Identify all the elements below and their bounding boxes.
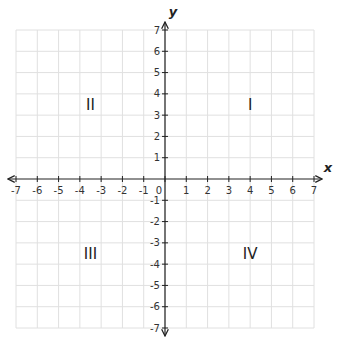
grid-line-y: [16, 242, 314, 243]
y-tick: [162, 30, 168, 31]
y-tick-label: 1: [154, 152, 160, 163]
y-tick: [162, 157, 168, 158]
x-tick: [58, 176, 59, 182]
y-tick-label: 2: [154, 131, 160, 142]
grid-line-x: [143, 30, 144, 328]
grid-line-x: [271, 30, 272, 328]
x-tick-label: 5: [268, 185, 274, 196]
x-tick-label: 1: [183, 185, 189, 196]
x-tick-label: -6: [32, 185, 42, 196]
grid-line-y: [16, 136, 314, 137]
grid-line-x: [314, 30, 315, 328]
y-tick-label: 3: [154, 110, 160, 121]
grid-line-y: [16, 51, 314, 52]
grid-line-x: [250, 30, 251, 328]
y-tick-label: -1: [150, 195, 160, 206]
x-tick: [101, 176, 102, 182]
x-tick-label: 7: [311, 185, 317, 196]
grid-line-y: [16, 93, 314, 94]
y-axis-label: y: [169, 4, 178, 19]
y-tick: [162, 115, 168, 116]
y-tick: [162, 221, 168, 222]
x-tick: [186, 176, 187, 182]
x-tick-label: -3: [96, 185, 106, 196]
grid-line-y: [16, 72, 314, 73]
grid-line-x: [292, 30, 293, 328]
quadrant-label: I: [248, 96, 252, 114]
y-tick-label: 7: [154, 25, 160, 36]
grid-line-x: [79, 30, 80, 328]
x-tick: [207, 176, 208, 182]
grid-line-y: [16, 285, 314, 286]
y-tick: [162, 264, 168, 265]
quadrant-label: IV: [243, 245, 258, 263]
y-tick-label: -2: [150, 216, 160, 227]
x-tick: [143, 176, 144, 182]
x-tick: [314, 176, 315, 182]
chart: -7-6-5-4-3-2-101234567-7-6-5-4-3-2-11234…: [0, 0, 345, 354]
x-tick-label: -7: [11, 185, 21, 196]
grid-line-y: [16, 115, 314, 116]
x-tick: [79, 176, 80, 182]
x-tick: [292, 176, 293, 182]
y-tick: [162, 285, 168, 286]
grid-line-y: [16, 30, 314, 31]
x-tick: [250, 176, 251, 182]
x-tick: [271, 176, 272, 182]
y-tick-label: -5: [150, 280, 160, 291]
grid-line-x: [186, 30, 187, 328]
y-tick: [162, 72, 168, 73]
grid-line-x: [58, 30, 59, 328]
y-tick-label: 6: [154, 46, 160, 57]
grid-line-y: [16, 328, 314, 329]
grid-line-x: [122, 30, 123, 328]
x-tick: [165, 176, 166, 182]
y-tick: [162, 328, 168, 329]
y-tick: [162, 242, 168, 243]
grid-line-x: [207, 30, 208, 328]
grid-line-x: [101, 30, 102, 328]
x-tick-label: -4: [75, 185, 85, 196]
y-tick: [162, 200, 168, 201]
x-tick-label: -5: [54, 185, 64, 196]
y-tick: [162, 51, 168, 52]
y-tick-label: -7: [150, 323, 160, 334]
y-axis-line: [164, 22, 165, 336]
grid-line-x: [228, 30, 229, 328]
quadrant-labels: IIIIIIIV: [84, 96, 258, 263]
y-tick-label: 5: [154, 67, 160, 78]
y-tick-label: -3: [150, 237, 160, 248]
y-tick: [162, 136, 168, 137]
y-tick: [162, 93, 168, 94]
x-tick: [37, 176, 38, 182]
y-tick-label: 4: [154, 88, 160, 99]
x-tick-label: 4: [247, 185, 253, 196]
quadrant-label: III: [84, 245, 97, 263]
grid-line-y: [16, 306, 314, 307]
grid-line-y: [16, 221, 314, 222]
grid-line-x: [37, 30, 38, 328]
x-tick-label: -2: [117, 185, 127, 196]
y-tick-label: -4: [150, 259, 160, 270]
x-tick-label: 2: [204, 185, 210, 196]
y-tick: [162, 306, 168, 307]
quadrant-label: II: [86, 96, 95, 114]
x-tick: [122, 176, 123, 182]
x-axis-label: x: [323, 160, 333, 175]
x-tick-label: 6: [290, 185, 296, 196]
grid-line-x: [16, 30, 17, 328]
x-tick: [228, 176, 229, 182]
y-tick-label: -6: [150, 301, 160, 312]
axes: -7-6-5-4-3-2-101234567-7-6-5-4-3-2-11234…: [8, 22, 322, 336]
x-tick-label: -1: [139, 185, 149, 196]
x-tick-label: 3: [226, 185, 232, 196]
grid-line-y: [16, 264, 314, 265]
x-tick: [16, 176, 17, 182]
grid-line-y: [16, 157, 314, 158]
grid-line-y: [16, 200, 314, 201]
